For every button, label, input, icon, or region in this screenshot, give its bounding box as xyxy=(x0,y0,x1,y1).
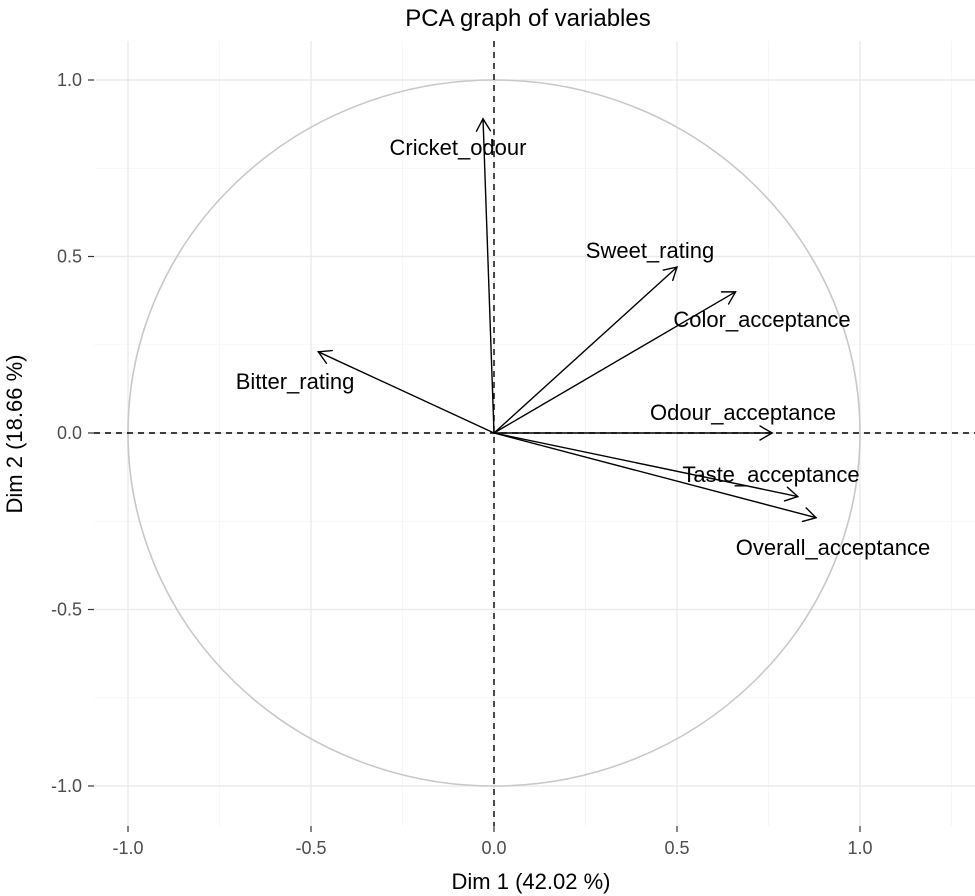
x-tick-label: -1.0 xyxy=(112,838,143,858)
arrow-overall-acceptance xyxy=(493,432,817,519)
arrow-color-acceptance xyxy=(493,291,737,434)
arrow-bitter-rating xyxy=(317,351,495,434)
label-odour-acceptance: Odour_acceptance xyxy=(650,400,836,425)
arrowhead-taste-acceptance xyxy=(783,486,800,502)
x-axis-title: Dim 1 (42.02 %) xyxy=(452,869,611,894)
y-axis-title: Dim 2 (18.66 %) xyxy=(2,355,27,514)
arrow-cricket-odour xyxy=(482,118,495,434)
arrow-taste-acceptance xyxy=(493,432,799,498)
y-tick-label: -0.5 xyxy=(51,600,82,620)
label-color-acceptance: Color_acceptance xyxy=(673,307,850,332)
arrow-sweet-rating xyxy=(493,266,678,434)
arrowhead-color-acceptance xyxy=(720,291,737,305)
label-overall-acceptance: Overall_acceptance xyxy=(736,535,930,560)
y-tick-label: 1.0 xyxy=(57,70,82,90)
arrowhead-sweet-rating xyxy=(662,266,679,282)
chart-title: PCA graph of variables xyxy=(405,5,650,32)
x-tick-label: -0.5 xyxy=(295,838,326,858)
x-tick-label: 1.0 xyxy=(847,838,872,858)
label-taste-acceptance: Taste_acceptance xyxy=(682,462,859,487)
label-cricket-odour: Cricket_odour xyxy=(390,135,527,160)
variable-arrows xyxy=(317,117,818,523)
x-tick-label: 0.5 xyxy=(664,838,689,858)
arrowhead-bitter-rating xyxy=(317,349,333,364)
y-tick-label: 0.5 xyxy=(57,247,82,267)
variable-labels: Cricket_odour Sweet_rating Color_acceptanc… xyxy=(236,135,931,560)
arrowhead-cricket-odour xyxy=(475,117,492,132)
axis-ticks: -1.0 -0.5 0.0 0.5 1.0 -1.0 -0.5 0.0 0.5 1.0 xyxy=(51,70,873,858)
arrowhead-overall-acceptance xyxy=(801,507,818,523)
arrowhead-odour-acceptance xyxy=(759,425,774,441)
y-tick-label: 0.0 xyxy=(57,423,82,443)
label-sweet-rating: Sweet_rating xyxy=(586,238,714,263)
label-bitter-rating: Bitter_rating xyxy=(236,369,355,394)
x-tick-label: 0.0 xyxy=(481,838,506,858)
y-tick-label: -1.0 xyxy=(51,776,82,796)
